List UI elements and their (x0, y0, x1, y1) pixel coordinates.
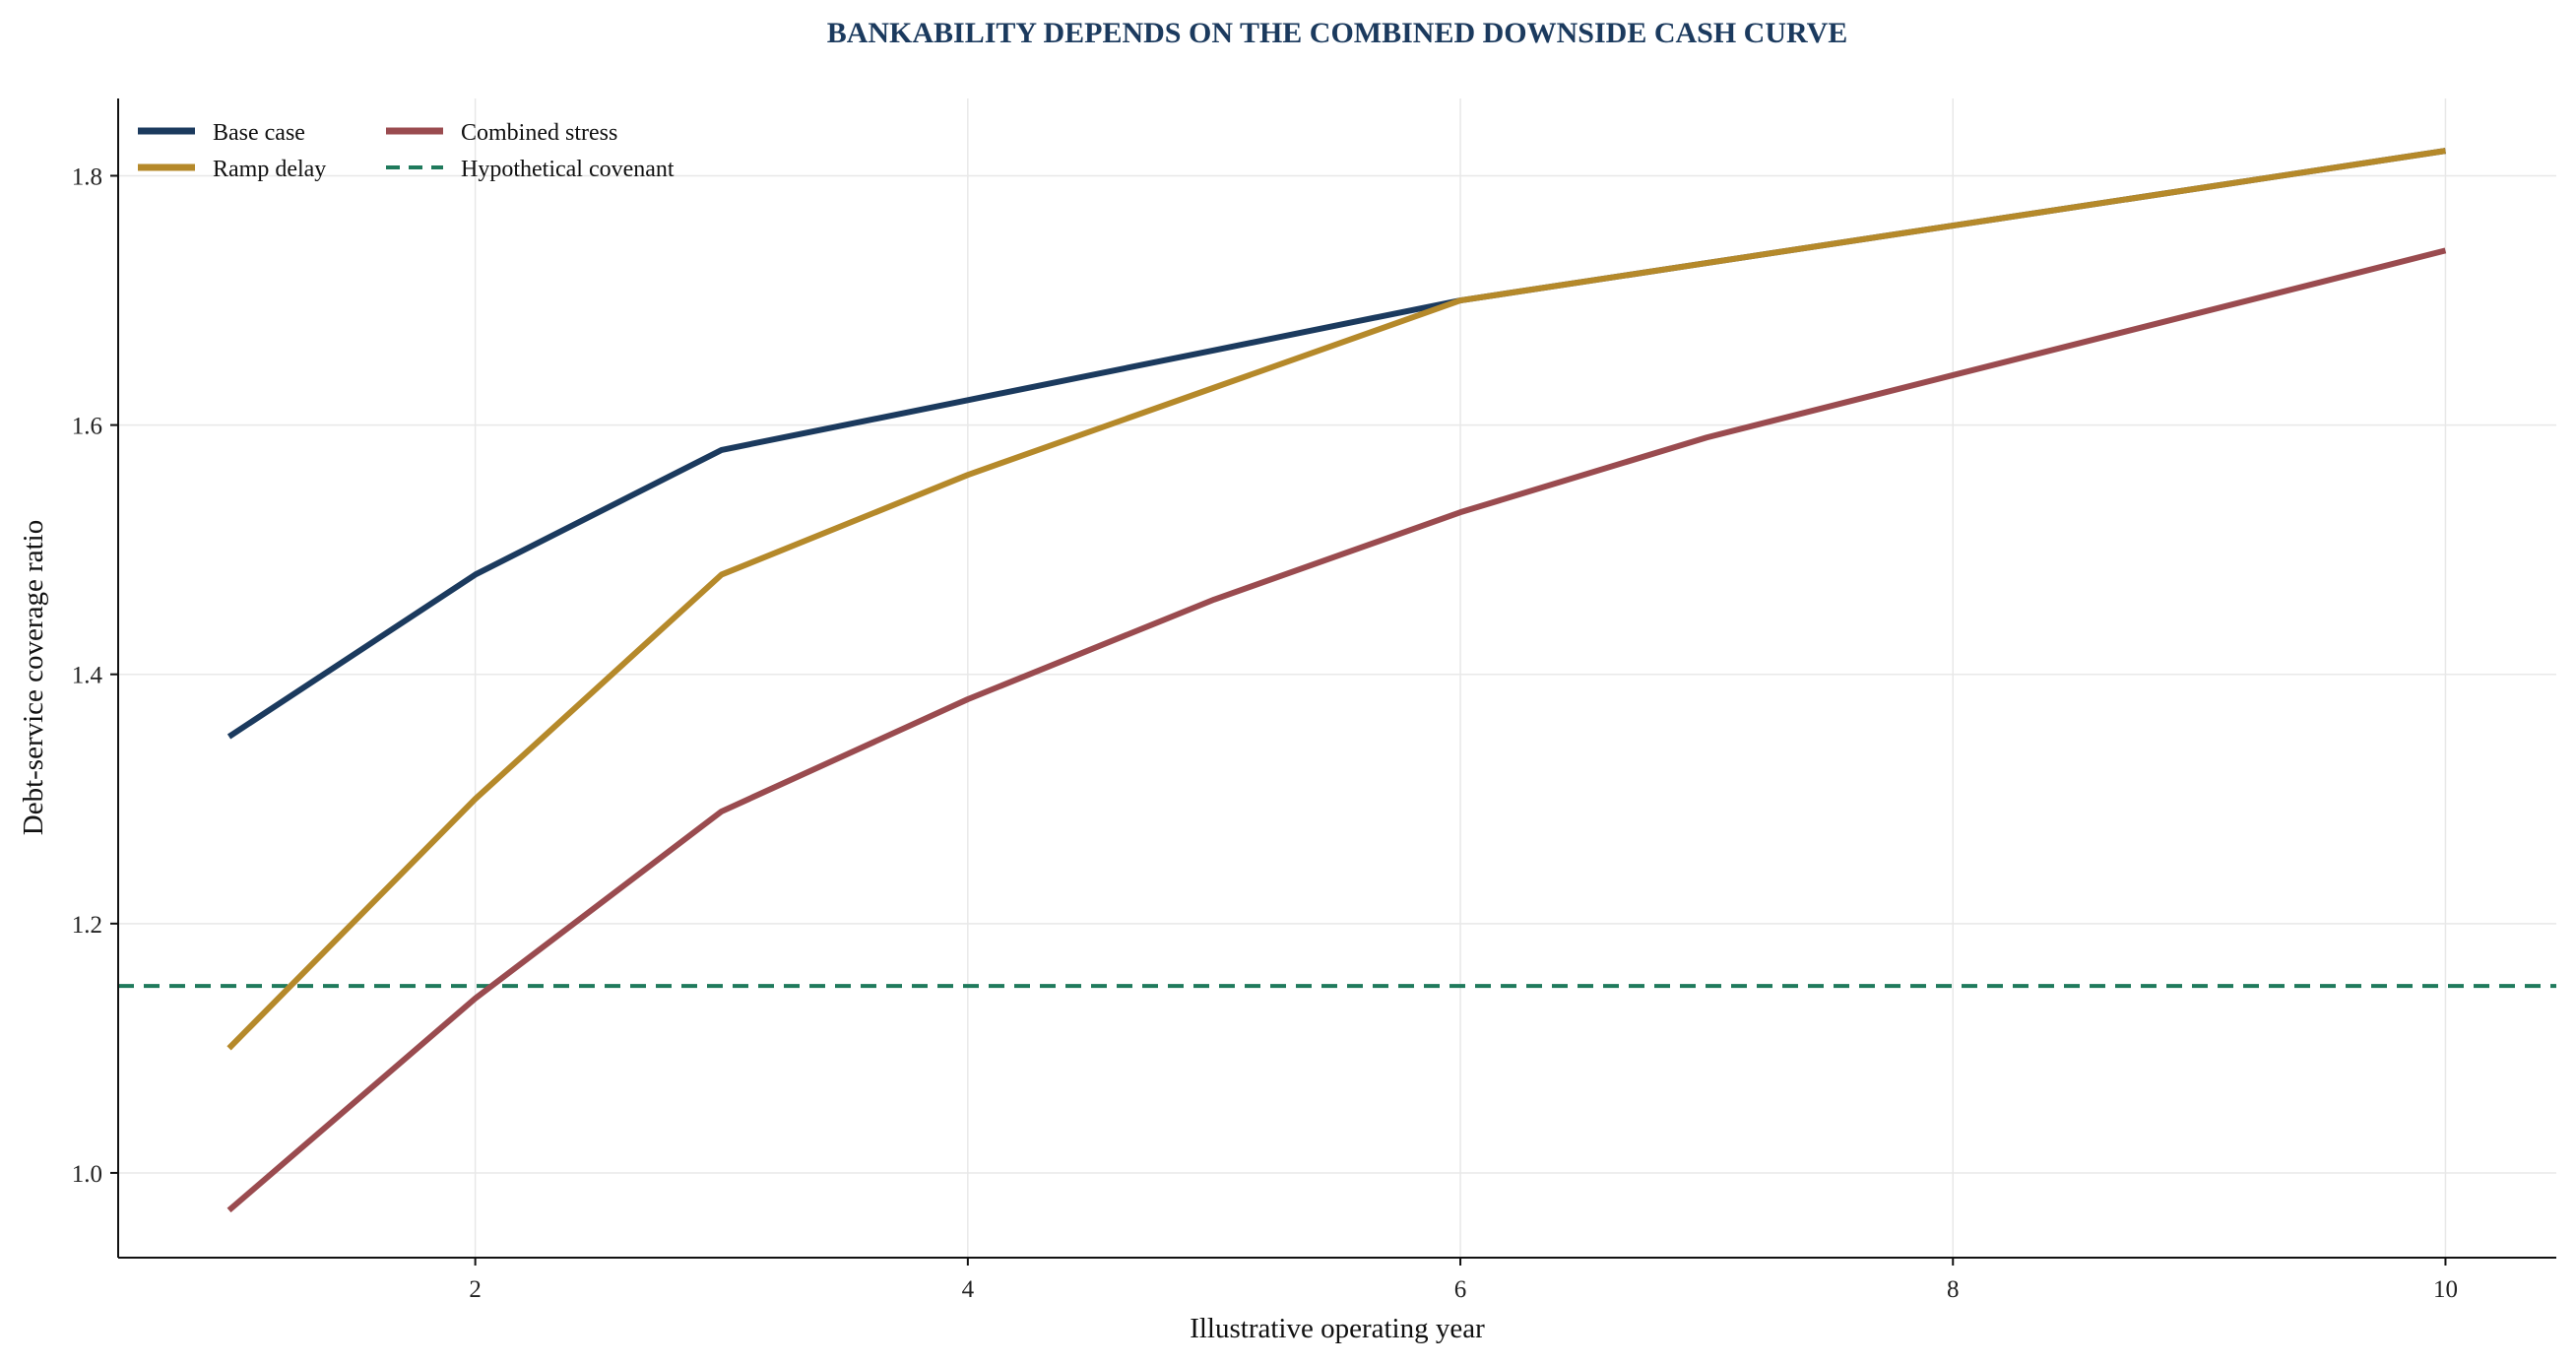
legend-label-3: Hypothetical covenant (461, 157, 675, 182)
x-tick-label-4: 10 (2433, 1276, 2458, 1303)
chart-title: BANKABILITY DEPENDS ON THE COMBINED DOWN… (827, 17, 1848, 49)
y-tick-label-3: 1.6 (72, 414, 102, 440)
y-tick-labels: 1.0 1.2 1.4 1.6 1.8 (72, 163, 118, 1188)
x-tick-label-2: 6 (1454, 1276, 1467, 1303)
grid-lines (118, 98, 2556, 1258)
x-tick-label-1: 4 (962, 1276, 975, 1303)
legend-label-1: Ramp delay (213, 157, 326, 182)
axes (117, 98, 2556, 1259)
y-axis-label: Debt-service coverage ratio (18, 520, 49, 835)
series-line-ramp-delay (226, 148, 2446, 1051)
y-tick-label-4: 1.8 (72, 163, 102, 190)
legend-label-2: Combined stress (461, 120, 617, 146)
legend-label-0: Base case (213, 120, 305, 146)
x-tick-labels: 2 4 6 8 10 (469, 1258, 2458, 1303)
y-tick-label-2: 1.4 (72, 663, 103, 689)
series-line-base-case (226, 148, 2446, 740)
x-tick-label-0: 2 (469, 1276, 482, 1303)
x-axis-label: Illustrative operating year (1190, 1313, 1485, 1344)
y-tick-label-0: 1.0 (72, 1161, 102, 1188)
legend: Base case Ramp delay Combined stress Hypoth… (138, 120, 675, 182)
x-tick-label-3: 8 (1947, 1276, 1960, 1303)
series-lines (226, 148, 2447, 1213)
y-tick-label-1: 1.2 (72, 912, 102, 939)
series-line-combined-stress (226, 247, 2447, 1213)
